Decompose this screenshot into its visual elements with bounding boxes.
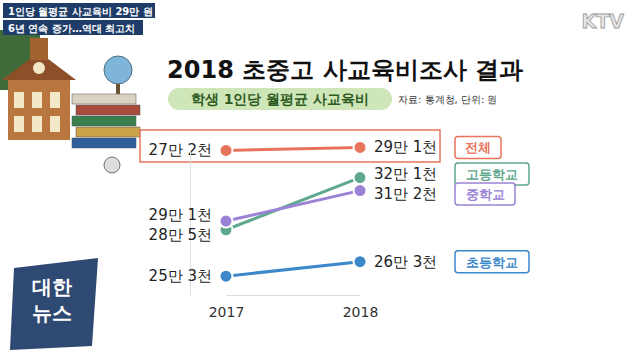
illustration-compass <box>104 157 120 173</box>
data-label: 29만 1천 <box>149 206 212 224</box>
illustration <box>0 30 140 173</box>
series-marker <box>220 270 233 283</box>
illustration-window <box>14 116 24 132</box>
series-label-box <box>455 251 529 273</box>
data-labels: 27만 2천 29만 1천 <box>149 138 438 159</box>
series-label-box <box>455 163 529 185</box>
subtitle: 학생 1인당 월평균 사교육비 <box>191 91 369 107</box>
illustration-book <box>72 116 136 126</box>
illustration-window <box>50 92 60 108</box>
series-line <box>226 147 360 150</box>
illustration-globe <box>104 56 132 84</box>
series-marker <box>354 184 367 197</box>
data-label: 28만 5천 <box>149 226 212 244</box>
data-label: 29만 1천 <box>374 138 437 156</box>
illustration-window <box>32 116 42 132</box>
data-labels: 29만 1천 28만 5천 25만 3천 32만 1천 31만 2천 26만 3천 <box>149 165 438 285</box>
illustration-book <box>76 127 140 137</box>
series-line <box>226 178 360 230</box>
source-note: 자료: 통계청, 단위: 원 <box>398 94 497 105</box>
series-marker <box>220 215 233 228</box>
illustration-book <box>72 94 136 104</box>
series-line <box>226 262 360 277</box>
series-labels: 고등학교중학교초등학교 <box>455 163 529 273</box>
marks <box>220 171 367 283</box>
caption: 1인당 월평균 사교육비 29만 원 <box>8 6 153 17</box>
plot-frame <box>140 130 440 162</box>
illustration-book <box>72 138 136 148</box>
x-tick: 2018 <box>343 295 379 320</box>
caption-box <box>3 20 143 35</box>
data-label: 25만 3천 <box>149 267 212 285</box>
data-label: 31만 2천 <box>374 185 437 203</box>
series-label-box <box>455 136 501 158</box>
x-tick-label: 2018 <box>343 304 379 320</box>
caption: 6년 연속 증가…역대 최고치 <box>8 23 135 34</box>
series-label: 고등학교 <box>466 167 518 182</box>
series-marker <box>220 144 233 157</box>
series-label: 초등학교 <box>466 255 518 270</box>
background <box>0 0 640 360</box>
data-label: 27만 2천 <box>149 141 212 159</box>
series-marker <box>354 255 367 268</box>
illustration-window <box>50 116 60 132</box>
chart-root: 1인당 월평균 사교육비 29만 원 6년 연속 증가…역대 최고치 KTV 2018… <box>0 0 640 360</box>
series-line <box>226 191 360 221</box>
chart-0: 27만 2천 29만 1천 전체 <box>140 130 501 162</box>
illustration-book <box>76 105 140 115</box>
marks <box>220 141 367 157</box>
title: 2018 초중고 사교육비조사 결과 <box>167 56 523 84</box>
program-logo-bg <box>10 258 98 350</box>
illustration-globe-stand <box>116 84 120 94</box>
x-axis: 2017 2018 <box>209 295 379 320</box>
illustration-clock <box>33 62 45 74</box>
caption-box <box>3 3 155 18</box>
series-label: 전체 <box>465 140 491 155</box>
subtitle-bar <box>168 88 392 110</box>
program-logo: 대한 <box>32 275 72 299</box>
data-label: 26만 3천 <box>374 253 437 271</box>
chart-1: 2017 2018 29만 1천 28만 5천 25만 3천 32만 1천 31만 2천 26… <box>149 151 529 320</box>
series-marker <box>354 141 367 154</box>
illustration-window <box>14 92 24 108</box>
program-logo: 뉴스 <box>32 301 72 325</box>
illustration-window <box>32 92 42 108</box>
x-tick-label: 2017 <box>209 304 245 320</box>
channel-logo: KTV <box>582 10 625 32</box>
x-axis-line <box>227 295 361 296</box>
series-label: 중학교 <box>466 187 505 202</box>
series-label-box <box>455 183 515 205</box>
illustration-building <box>8 78 70 140</box>
x-tick: 2017 <box>209 295 245 320</box>
series-labels: 전체 <box>455 136 501 158</box>
series-marker <box>354 171 367 184</box>
illustration-tower <box>30 38 48 60</box>
data-label: 32만 1천 <box>374 165 437 183</box>
